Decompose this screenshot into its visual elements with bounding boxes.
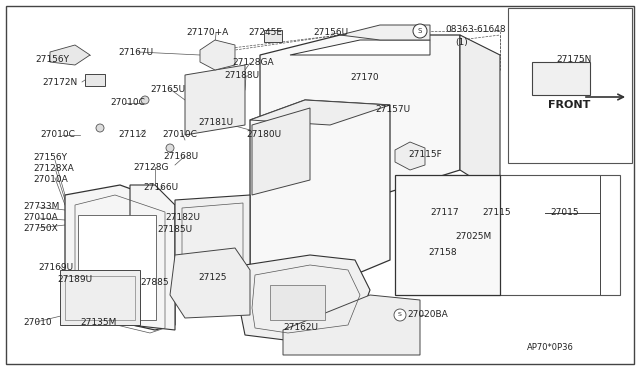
Text: 27015: 27015 [550,208,579,217]
Polygon shape [130,185,175,330]
Polygon shape [460,35,500,195]
Text: 27010C: 27010C [162,130,197,139]
Bar [264,30,282,42]
Text: 27162U: 27162U [283,323,318,332]
Polygon shape [200,40,235,70]
Bar [60,270,140,325]
Text: 27180U: 27180U [246,130,281,139]
Text: AP70*0P36: AP70*0P36 [527,343,574,352]
Text: 27167U: 27167U [118,48,153,57]
Text: S: S [398,312,402,317]
Polygon shape [240,255,370,340]
Text: 27156U: 27156U [313,28,348,37]
Text: 27172N: 27172N [42,78,77,87]
Polygon shape [532,62,590,95]
Circle shape [141,96,149,104]
Text: 27156Y: 27156Y [35,55,69,64]
Text: 27182U: 27182U [165,213,200,222]
Text: 27245E: 27245E [248,28,282,37]
Text: 27128G: 27128G [133,163,168,172]
Text: 27158: 27158 [428,248,456,257]
Text: 27168U: 27168U [163,152,198,161]
Circle shape [166,144,174,152]
Polygon shape [290,40,430,55]
Polygon shape [50,45,90,65]
Text: 27010A: 27010A [23,213,58,222]
Bar [78,215,156,320]
Bar [270,285,325,320]
Text: 27010: 27010 [23,318,52,327]
Text: 27112: 27112 [118,130,147,139]
Text: 27189U: 27189U [57,275,92,284]
Text: 27010C: 27010C [110,98,145,107]
Circle shape [96,124,104,132]
Text: 08363-61648: 08363-61648 [445,25,506,34]
Text: 27128GA: 27128GA [232,58,274,67]
Text: 27135M: 27135M [80,318,116,327]
Text: 27750X: 27750X [23,224,58,233]
Text: 27733M: 27733M [23,202,60,211]
Text: (1): (1) [455,38,468,47]
Polygon shape [170,248,250,318]
Text: 27169U: 27169U [38,263,73,272]
Polygon shape [185,65,245,135]
Bar [65,276,135,320]
Text: 27115F: 27115F [408,150,442,159]
Polygon shape [175,195,250,285]
Text: 27181U: 27181U [198,118,233,127]
Polygon shape [395,142,425,170]
Text: 27115: 27115 [482,208,511,217]
Text: 27185U: 27185U [157,225,192,234]
Bar [405,175,620,295]
Text: 27175N: 27175N [556,55,591,64]
Circle shape [394,309,406,321]
Text: 27165U: 27165U [150,85,185,94]
Bar [508,8,632,163]
Text: 27170+A: 27170+A [186,28,228,37]
Polygon shape [283,295,420,355]
Bar [85,74,105,86]
Circle shape [413,24,427,38]
Polygon shape [395,175,500,295]
Text: 27117: 27117 [430,208,459,217]
Text: 27010A: 27010A [33,175,68,184]
Text: 27128XA: 27128XA [33,164,74,173]
Polygon shape [65,185,175,330]
Text: 27188U: 27188U [224,71,259,80]
Polygon shape [250,100,390,285]
Polygon shape [250,100,390,125]
Polygon shape [260,35,460,195]
Text: 27125: 27125 [198,273,227,282]
Text: 27166U: 27166U [143,183,178,192]
Text: 27156Y: 27156Y [33,153,67,162]
Text: 27885: 27885 [140,278,168,287]
Text: 27157U: 27157U [375,105,410,114]
Text: 27020BA: 27020BA [407,310,448,319]
Text: 27010C: 27010C [40,130,75,139]
Text: FRONT: FRONT [548,100,590,110]
Polygon shape [340,25,430,40]
Text: S: S [418,28,422,34]
Text: 27170: 27170 [350,73,379,82]
Polygon shape [252,108,310,195]
Text: 27025M: 27025M [455,232,492,241]
